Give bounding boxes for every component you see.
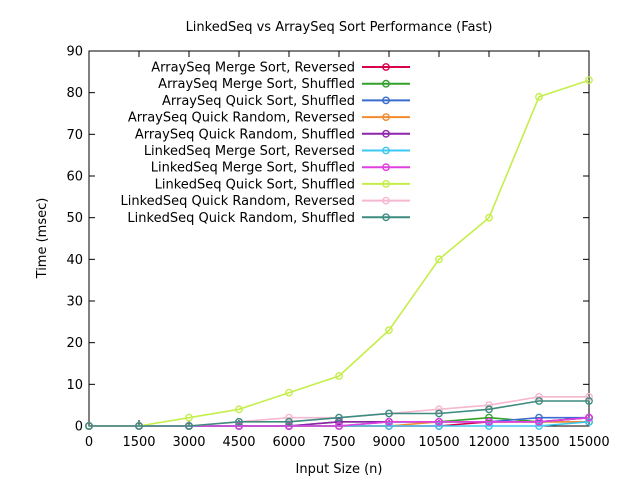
legend-marker <box>382 63 390 71</box>
legend-marker <box>382 113 390 122</box>
legend-marker <box>382 79 390 88</box>
legend-label: ArraySeq Quick Random, Shuffled <box>135 127 355 142</box>
data-point <box>585 397 593 405</box>
y-axis-title: Time (msec) <box>35 198 50 280</box>
y-tick-label: 70 <box>66 128 83 143</box>
data-point <box>535 397 543 405</box>
data-point <box>185 422 193 430</box>
data-point <box>435 417 443 426</box>
series <box>85 397 593 430</box>
data-point <box>385 326 393 335</box>
data-point <box>335 372 343 380</box>
series-line <box>89 79 590 427</box>
legend-marker <box>382 213 390 222</box>
legend-label: LinkedSeq Quick Random, Reversed <box>120 194 355 209</box>
data-point <box>435 255 443 264</box>
data-point <box>85 422 93 430</box>
chart-title: LinkedSeq vs ArraySeq Sort Performance (… <box>186 20 493 35</box>
legend-label: LinkedSeq Quick Random, Shuffled <box>127 211 355 226</box>
data-point <box>235 422 243 430</box>
data-point <box>485 213 493 222</box>
data-point <box>435 409 443 418</box>
data-point <box>285 422 293 430</box>
x-tick-label: 3000 <box>172 435 205 450</box>
data-point <box>335 413 343 422</box>
legend-marker <box>382 196 390 205</box>
y-tick-label: 40 <box>66 253 83 268</box>
series-layer <box>85 76 593 430</box>
legend-label: ArraySeq Quick Random, Reversed <box>128 111 355 126</box>
x-tick-label: 9000 <box>372 435 405 450</box>
data-point <box>435 405 443 414</box>
legend-label: ArraySeq Merge Sort, Reversed <box>151 61 355 76</box>
y-tick-label: 20 <box>66 336 83 351</box>
x-tick-label: 4500 <box>222 435 255 450</box>
data-point <box>535 422 543 430</box>
data-point <box>285 417 293 426</box>
data-point <box>585 392 593 401</box>
x-tick-label: 6000 <box>272 435 305 450</box>
data-point <box>135 422 143 430</box>
legend-label: ArraySeq Quick Sort, Shuffled <box>162 94 355 109</box>
data-point <box>435 422 443 430</box>
y-tick-label: 80 <box>66 86 83 101</box>
data-point <box>185 413 193 422</box>
x-tick-label: 1500 <box>122 435 155 450</box>
data-point <box>385 417 393 426</box>
legend-marker <box>382 146 390 155</box>
legend-marker <box>382 96 390 105</box>
data-point <box>535 92 543 101</box>
y-tick-label: 60 <box>66 170 83 185</box>
series-line <box>89 400 589 427</box>
data-point <box>485 401 493 410</box>
data-point <box>385 409 393 418</box>
legend-label: LinkedSeq Merge Sort, Shuffled <box>151 161 355 176</box>
data-point <box>235 405 243 414</box>
data-point <box>585 76 593 85</box>
legend-marker <box>382 179 390 188</box>
x-tick-label: 7500 <box>322 435 355 450</box>
data-point <box>585 413 593 422</box>
data-point <box>535 417 543 426</box>
y-tick-label: 90 <box>66 45 83 60</box>
x-tick-label: 15000 <box>568 435 609 450</box>
y-tick-label: 50 <box>66 211 83 226</box>
data-point <box>535 413 543 422</box>
legend-marker <box>382 129 390 138</box>
data-point <box>235 417 243 426</box>
x-tick-label: 13500 <box>518 435 559 450</box>
data-point <box>485 413 493 422</box>
y-tick-label: 0 <box>75 420 83 435</box>
data-point <box>535 392 543 401</box>
data-point <box>335 422 343 430</box>
data-point <box>585 417 593 426</box>
legend-label: LinkedSeq Merge Sort, Reversed <box>144 144 355 159</box>
legend-label: ArraySeq Merge Sort, Shuffled <box>158 77 355 92</box>
x-tick-label: 10500 <box>418 435 459 450</box>
y-tick-label: 30 <box>66 295 83 310</box>
data-point <box>285 388 293 397</box>
data-point <box>485 417 493 426</box>
y-tick-label: 10 <box>66 378 83 393</box>
data-point <box>385 422 393 430</box>
y-axis: 0 10 20 30 40 50 60 70 80 90 <box>66 45 589 435</box>
legend-marker <box>382 163 390 172</box>
data-point <box>285 413 293 422</box>
x-axis-title: Input Size (n) <box>296 462 383 477</box>
legend-label: LinkedSeq Quick Sort, Shuffled <box>155 177 355 192</box>
data-point <box>485 405 493 414</box>
data-point <box>335 417 343 426</box>
data-point <box>485 422 493 430</box>
x-tick-label: 0 <box>85 435 93 450</box>
x-tick-label: 12000 <box>468 435 509 450</box>
